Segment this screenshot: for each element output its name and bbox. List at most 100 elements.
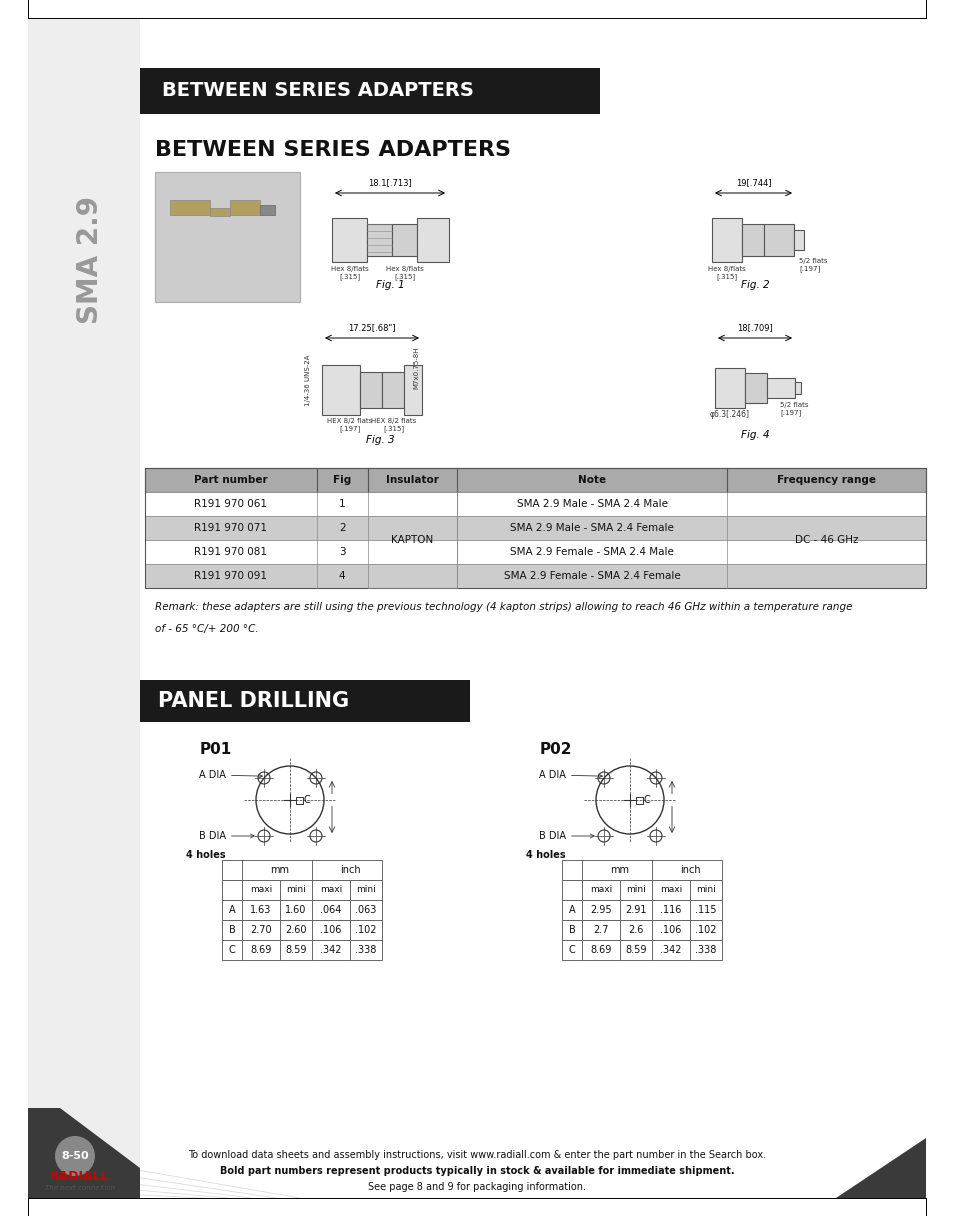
Text: Note: Note <box>578 475 605 485</box>
Text: Frequency range: Frequency range <box>776 475 875 485</box>
Text: The next conneXion: The next conneXion <box>45 1186 115 1190</box>
Text: 4: 4 <box>338 572 345 581</box>
Text: R191 970 061: R191 970 061 <box>194 499 267 510</box>
Text: A: A <box>229 905 235 914</box>
Text: B: B <box>568 925 575 935</box>
Text: C: C <box>304 795 311 805</box>
Bar <box>794 382 801 394</box>
Text: maxi: maxi <box>589 885 612 895</box>
Text: M7x0.75-8H: M7x0.75-8H <box>413 347 418 389</box>
Text: 2.95: 2.95 <box>590 905 611 914</box>
Text: Hex 8/flats
[.315]: Hex 8/flats [.315] <box>707 266 745 280</box>
Text: C: C <box>229 945 235 955</box>
Bar <box>222 900 381 921</box>
Text: 8.59: 8.59 <box>285 945 307 955</box>
Text: 18[.709]: 18[.709] <box>737 323 772 332</box>
Text: DC - 46 GHz: DC - 46 GHz <box>794 535 858 545</box>
Bar <box>140 18 925 1198</box>
Text: To download data sheets and assembly instructions, visit www.radiall.com & enter: To download data sheets and assembly ins… <box>188 1150 765 1160</box>
Text: HEX 8/2 flats
[.315]: HEX 8/2 flats [.315] <box>371 418 416 432</box>
Text: 8.69: 8.69 <box>250 945 272 955</box>
Text: BETWEEN SERIES ADAPTERS: BETWEEN SERIES ADAPTERS <box>154 140 511 161</box>
Text: 5/2 flats
[.197]: 5/2 flats [.197] <box>799 258 826 271</box>
Text: .063: .063 <box>355 905 376 914</box>
Bar <box>140 680 470 722</box>
Text: .106: .106 <box>320 925 341 935</box>
Text: 1.63: 1.63 <box>250 905 272 914</box>
Text: Fig. 3: Fig. 3 <box>365 435 394 445</box>
Bar <box>403 365 421 415</box>
Text: B DIA: B DIA <box>538 831 594 841</box>
Text: mini: mini <box>355 885 375 895</box>
Polygon shape <box>28 1108 140 1198</box>
Text: .338: .338 <box>695 945 716 955</box>
Text: 2.7: 2.7 <box>593 925 608 935</box>
Text: 5/2 flats
[.197]: 5/2 flats [.197] <box>780 402 807 416</box>
Text: .116: .116 <box>659 905 681 914</box>
Text: R191 970 071: R191 970 071 <box>194 523 267 533</box>
Text: 2.6: 2.6 <box>628 925 643 935</box>
Bar <box>636 796 642 804</box>
Text: SMA 2.9 Female - SMA 2.4 Male: SMA 2.9 Female - SMA 2.4 Male <box>510 547 674 557</box>
Bar <box>145 564 925 589</box>
Text: BETWEEN SERIES ADAPTERS: BETWEEN SERIES ADAPTERS <box>162 81 474 101</box>
Text: .342: .342 <box>320 945 341 955</box>
Text: .106: .106 <box>659 925 681 935</box>
Text: mm: mm <box>610 865 629 876</box>
Text: 18.1[.713]: 18.1[.713] <box>368 178 412 187</box>
Bar <box>145 516 925 540</box>
Bar <box>793 230 803 250</box>
Bar <box>744 373 766 402</box>
Text: A DIA: A DIA <box>199 770 262 779</box>
Text: R191 970 081: R191 970 081 <box>194 547 267 557</box>
Text: .102: .102 <box>355 925 376 935</box>
Bar <box>416 218 449 261</box>
Text: 3: 3 <box>338 547 345 557</box>
Text: Remark: these adapters are still using the previous technology (4 kapton strips): Remark: these adapters are still using t… <box>154 602 852 612</box>
Text: Fig. 1: Fig. 1 <box>375 280 404 289</box>
Bar <box>28 18 140 1198</box>
Bar <box>561 940 721 959</box>
Text: SMA 2.9 Female - SMA 2.4 Female: SMA 2.9 Female - SMA 2.4 Female <box>503 572 679 581</box>
Text: 8-50: 8-50 <box>61 1152 89 1161</box>
Text: Insulator: Insulator <box>386 475 438 485</box>
Text: maxi: maxi <box>659 885 681 895</box>
Text: mini: mini <box>696 885 715 895</box>
Text: φ6.3[.246]: φ6.3[.246] <box>709 410 749 420</box>
Bar <box>260 206 274 215</box>
Text: SMA 2.9 Male - SMA 2.4 Female: SMA 2.9 Male - SMA 2.4 Female <box>510 523 674 533</box>
Text: 17.25[.68"]: 17.25[.68"] <box>348 323 395 332</box>
Bar <box>145 540 925 564</box>
Bar <box>145 492 925 516</box>
Bar <box>332 218 367 261</box>
Bar <box>741 224 763 257</box>
Text: P01: P01 <box>200 742 232 758</box>
Bar <box>561 921 721 940</box>
Text: 2.60: 2.60 <box>285 925 307 935</box>
Bar <box>170 199 210 215</box>
Bar <box>561 900 721 921</box>
Bar <box>714 368 744 409</box>
Text: 8.59: 8.59 <box>624 945 646 955</box>
Bar <box>140 68 599 114</box>
Bar <box>230 199 260 215</box>
Text: Fig. 2: Fig. 2 <box>740 280 768 289</box>
Text: SMA 2.9: SMA 2.9 <box>76 196 104 323</box>
Text: .102: .102 <box>695 925 716 935</box>
Text: SMA 2.9 Male - SMA 2.4 Male: SMA 2.9 Male - SMA 2.4 Male <box>517 499 667 510</box>
Bar <box>766 378 794 398</box>
Text: Fig: Fig <box>333 475 351 485</box>
Text: 2: 2 <box>338 523 345 533</box>
Text: .115: .115 <box>695 905 716 914</box>
Text: mini: mini <box>625 885 645 895</box>
Bar <box>222 880 381 900</box>
Bar <box>561 880 721 900</box>
Text: A DIA: A DIA <box>538 770 602 779</box>
Text: 4 holes: 4 holes <box>526 850 565 860</box>
Bar <box>222 860 381 880</box>
Text: .342: .342 <box>659 945 681 955</box>
Text: 1.60: 1.60 <box>285 905 306 914</box>
Text: C: C <box>568 945 575 955</box>
Bar <box>210 208 230 216</box>
Text: C: C <box>643 795 650 805</box>
